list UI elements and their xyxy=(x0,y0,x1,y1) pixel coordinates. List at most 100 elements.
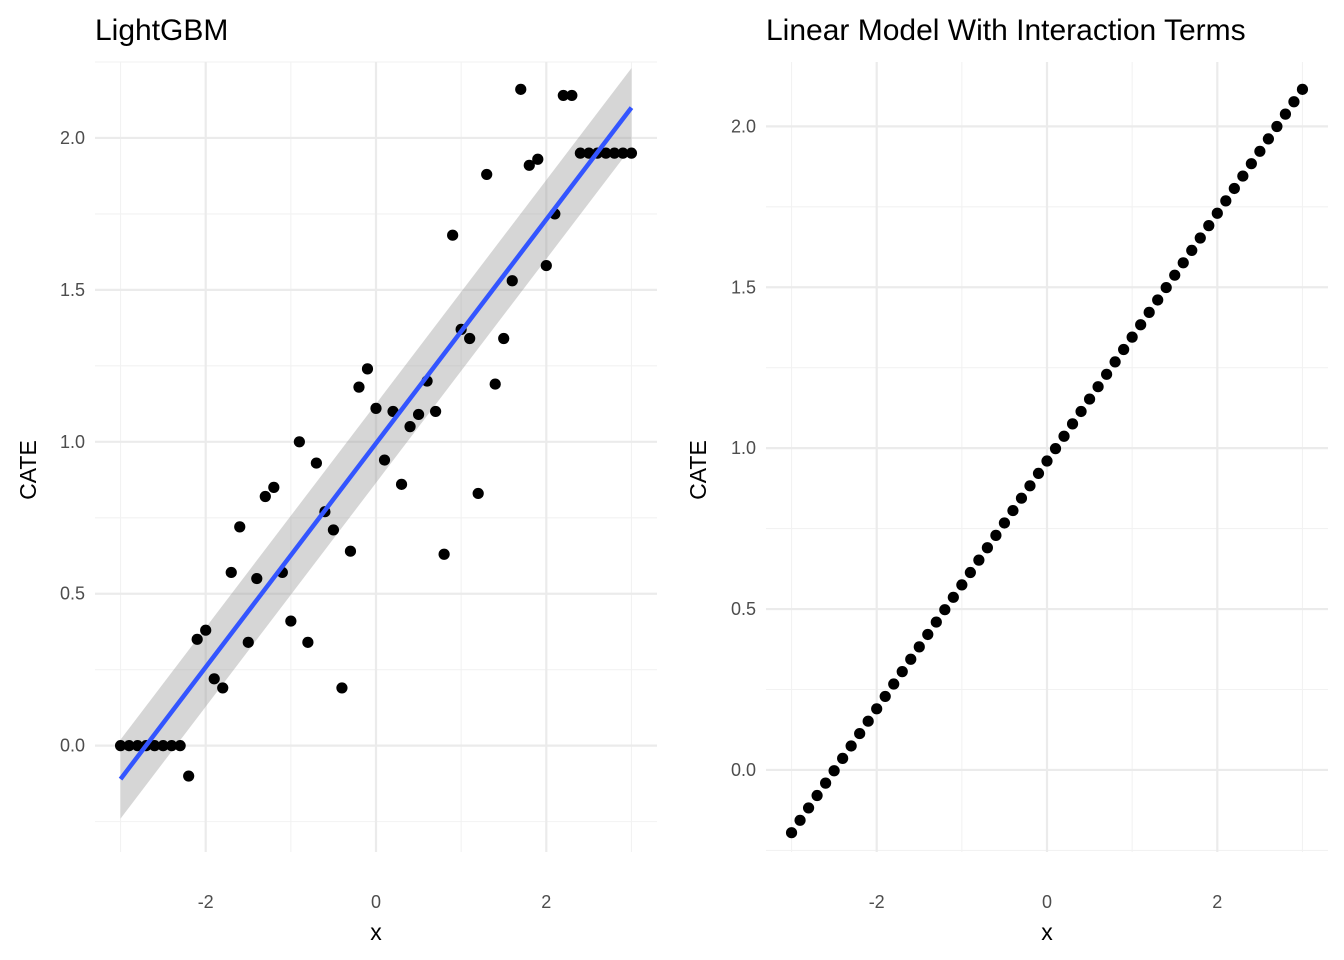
data-point xyxy=(1169,269,1181,281)
data-point xyxy=(1109,356,1121,368)
data-point xyxy=(532,153,544,165)
data-point xyxy=(930,616,942,628)
y-tick-label: 2.0 xyxy=(731,116,756,136)
data-point xyxy=(1049,443,1062,455)
data-point xyxy=(1015,492,1028,504)
data-point xyxy=(1160,281,1172,294)
data-point xyxy=(811,789,823,802)
x-tick-label: 2 xyxy=(1212,892,1222,912)
panel-title: LightGBM xyxy=(95,14,228,47)
y-axis-label: CATE xyxy=(685,440,711,500)
data-point xyxy=(566,89,578,102)
data-point xyxy=(234,521,246,533)
data-point xyxy=(820,777,832,789)
data-point xyxy=(259,490,271,503)
data-point xyxy=(395,478,408,490)
data-point xyxy=(888,678,900,690)
y-tick-labels: 0.0 0.5 1.0 1.5 2.0 xyxy=(731,116,756,780)
data-point xyxy=(1126,331,1138,343)
data-point xyxy=(208,673,220,685)
y-tick-label: 1.0 xyxy=(731,438,756,458)
data-point xyxy=(489,378,501,390)
data-point xyxy=(481,168,493,181)
data-point xyxy=(608,147,621,159)
data-point xyxy=(268,481,280,493)
data-point xyxy=(1135,319,1147,331)
data-point xyxy=(1058,430,1070,442)
data-point xyxy=(523,159,535,171)
data-point xyxy=(557,89,569,102)
data-point xyxy=(1288,96,1300,108)
data-point xyxy=(1254,145,1266,157)
data-point xyxy=(217,682,229,694)
gridlines xyxy=(95,61,657,852)
data-point xyxy=(1220,195,1232,207)
data-point xyxy=(990,529,1002,541)
y-tick-label: 0.0 xyxy=(731,760,756,780)
data-point xyxy=(1237,170,1249,182)
data-point xyxy=(828,765,840,777)
data-point xyxy=(947,591,959,603)
data-point xyxy=(879,690,891,703)
data-point xyxy=(1152,294,1164,306)
data-point xyxy=(1118,343,1130,356)
scatter-points xyxy=(785,83,1309,839)
data-point xyxy=(353,381,365,393)
data-point xyxy=(131,740,144,752)
y-tick-label: 0.0 xyxy=(60,736,85,756)
data-point xyxy=(1007,504,1019,517)
y-tick-label: 1.5 xyxy=(60,280,85,300)
data-point xyxy=(1083,393,1096,405)
data-point xyxy=(447,229,459,241)
data-point xyxy=(378,454,391,466)
data-point xyxy=(114,740,127,752)
x-tick-labels: -2 0 2 xyxy=(198,892,552,912)
data-point xyxy=(922,628,934,641)
y-tick-label: 0.5 xyxy=(731,599,756,619)
data-point xyxy=(174,740,186,752)
data-point xyxy=(1032,467,1045,480)
data-point xyxy=(1211,207,1223,219)
data-point xyxy=(1143,306,1155,318)
data-point xyxy=(123,740,135,752)
data-point xyxy=(515,83,527,95)
data-point xyxy=(310,457,322,469)
data-point xyxy=(998,517,1011,529)
data-point xyxy=(191,633,203,645)
panel-title: Linear Model With Interaction Terms xyxy=(766,14,1246,47)
data-point xyxy=(854,727,866,740)
data-point xyxy=(913,641,925,653)
data-point xyxy=(1228,182,1240,195)
x-axis-label: x xyxy=(1041,919,1053,945)
data-point xyxy=(1279,108,1292,120)
fit-line xyxy=(118,106,634,781)
y-tick-label: 1.5 xyxy=(731,277,756,297)
y-tick-label: 0.5 xyxy=(60,584,85,604)
data-point xyxy=(1194,232,1206,244)
data-point xyxy=(1271,120,1283,133)
data-point xyxy=(574,147,586,159)
data-point xyxy=(412,408,425,421)
data-point xyxy=(896,666,908,678)
data-point xyxy=(871,703,883,715)
data-point xyxy=(430,405,442,418)
data-point xyxy=(506,275,518,287)
data-point xyxy=(1186,244,1198,257)
data-point xyxy=(956,579,968,591)
data-point xyxy=(905,653,917,665)
data-point xyxy=(1101,368,1113,380)
data-point xyxy=(939,604,951,616)
data-point xyxy=(1066,418,1079,430)
data-point xyxy=(251,572,263,585)
data-point xyxy=(149,740,161,752)
y-tick-labels: 0.0 0.5 1.0 1.5 2.0 xyxy=(60,128,85,756)
x-tick-label: 0 xyxy=(1042,892,1052,912)
data-point xyxy=(166,740,178,752)
y-tick-label: 2.0 xyxy=(60,128,85,148)
data-point xyxy=(1262,133,1274,145)
data-point xyxy=(1024,480,1036,492)
data-point xyxy=(1041,455,1053,467)
data-point xyxy=(845,740,857,752)
data-point xyxy=(1092,381,1104,393)
